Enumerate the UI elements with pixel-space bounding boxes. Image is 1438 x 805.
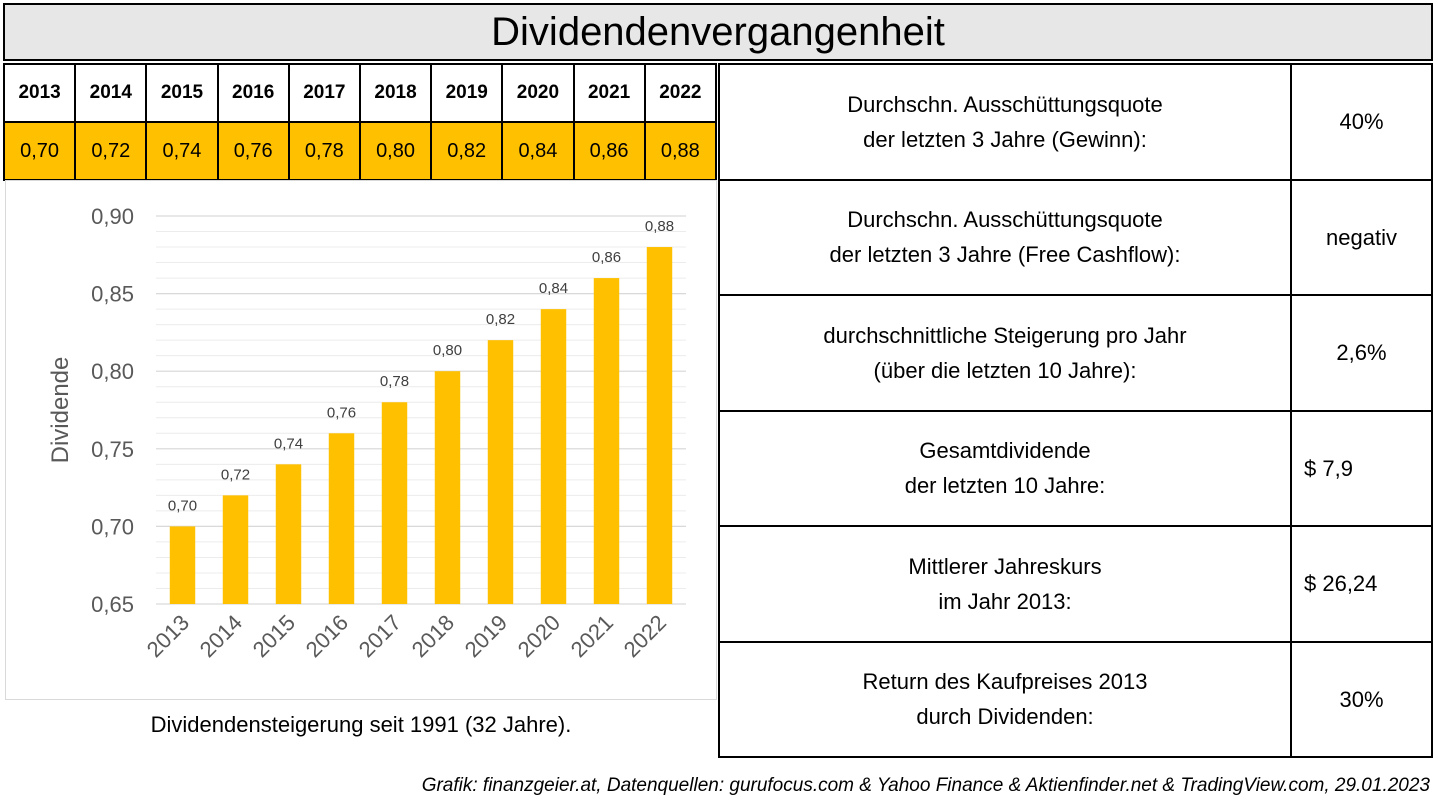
dividend-value-cell: 0,80 xyxy=(358,121,433,181)
dividend-value-cell: 0,88 xyxy=(643,121,718,181)
bar xyxy=(169,526,196,604)
year-cell: 2021 xyxy=(572,63,646,123)
metric-value: $ 26,24 xyxy=(1290,525,1433,643)
metric-label-line: Durchschn. Ausschüttungsquote xyxy=(847,207,1163,233)
metric-value: $ 7,9 xyxy=(1290,409,1433,527)
metric-label-line: durch Dividenden: xyxy=(916,704,1094,730)
metric-label-line: der letzten 3 Jahre (Gewinn): xyxy=(863,126,1147,152)
dividend-value-cell: 0,70 xyxy=(2,121,77,181)
year-cell: 2020 xyxy=(501,63,575,123)
metric-label-line: Gesamtdividende xyxy=(919,438,1091,464)
bar-data-label: 0,74 xyxy=(274,435,303,452)
metric-label-line: der letzten 3 Jahre (Free Cashflow): xyxy=(829,242,1181,268)
x-tick-label: 2013 xyxy=(142,610,194,662)
year-cell: 2022 xyxy=(643,63,718,123)
dividend-bar-chart: 0,65 0,70 0,75 0,80 0,85 0,90 Dividende 0,70 201… xyxy=(47,204,686,662)
dividend-value-cell: 0,72 xyxy=(74,121,148,181)
metric-value: 30% xyxy=(1290,640,1433,758)
metric-value: 40% xyxy=(1290,63,1433,181)
bar-data-label: 0,70 xyxy=(168,497,197,514)
x-tick-label: 2014 xyxy=(195,610,247,662)
bar-data-label: 0,76 xyxy=(327,404,356,421)
dividend-value-cell: 0,82 xyxy=(430,121,504,181)
year-cell: 2016 xyxy=(216,63,290,123)
bar xyxy=(540,309,567,604)
year-cell: 2014 xyxy=(74,63,148,123)
year-cell: 2018 xyxy=(358,63,433,123)
metric-label-line: Durchschn. Ausschüttungsquote xyxy=(847,91,1163,117)
year-cell: 2019 xyxy=(430,63,504,123)
x-tick-label: 2015 xyxy=(248,610,300,662)
metric-label-line: der letzten 10 Jahre: xyxy=(904,473,1106,499)
bar-data-label: 0,88 xyxy=(645,218,674,235)
x-tick-label: 2016 xyxy=(301,610,353,662)
bar xyxy=(434,371,461,604)
metrics-table: Durchschn. Ausschüttungsquote der letzte… xyxy=(718,63,1433,758)
y-tick-label: 0,75 xyxy=(91,437,134,462)
bar-data-label: 0,78 xyxy=(380,373,409,390)
y-tick-label: 0,70 xyxy=(91,514,134,539)
metric-label: Gesamtdividende der letzten 10 Jahre: xyxy=(718,409,1292,527)
metric-label: Return des Kaufpreises 2013 durch Divide… xyxy=(718,640,1292,758)
dividend-value-cell: 0,86 xyxy=(572,121,646,181)
metric-label: durchschnittliche Steigerung pro Jahr (ü… xyxy=(718,294,1292,412)
y-tick-label: 0,65 xyxy=(91,592,134,617)
metric-label-line: im Jahr 2013: xyxy=(938,588,1072,614)
y-tick-label: 0,85 xyxy=(91,282,134,307)
dividend-value-cell: 0,74 xyxy=(145,121,219,181)
metric-row: Gesamtdividende der letzten 10 Jahre: $ … xyxy=(718,409,1433,527)
metric-row: Durchschn. Ausschüttungsquote der letzte… xyxy=(718,63,1433,181)
bar-data-label: 0,72 xyxy=(221,466,250,483)
y-axis-label: Dividende xyxy=(47,357,74,464)
value-row: 0,70 0,72 0,74 0,76 0,78 0,80 0,82 0,84 … xyxy=(2,121,718,181)
metric-label: Durchschn. Ausschüttungsquote der letzte… xyxy=(718,63,1292,181)
metric-row: Return des Kaufpreises 2013 durch Divide… xyxy=(718,640,1433,758)
year-cell: 2017 xyxy=(287,63,361,123)
bar-data-label: 0,80 xyxy=(433,342,462,359)
bar-data-label: 0,82 xyxy=(486,311,515,328)
metric-label-line: Mittlerer Jahreskurs xyxy=(908,553,1102,579)
metric-label-line: (über die letzten 10 Jahre): xyxy=(873,357,1137,383)
x-tick-label: 2021 xyxy=(566,610,618,662)
year-row: 2013 2014 2015 2016 2017 2018 2019 2020 … xyxy=(2,63,718,123)
x-tick-label: 2017 xyxy=(354,610,406,662)
bar xyxy=(487,340,514,604)
metric-label-line: durchschnittliche Steigerung pro Jahr xyxy=(823,322,1187,348)
x-tick-label: 2018 xyxy=(407,610,459,662)
metric-label: Mittlerer Jahreskurs im Jahr 2013: xyxy=(718,525,1292,643)
y-tick-label: 0,90 xyxy=(91,204,134,229)
year-cell: 2015 xyxy=(145,63,219,123)
bar xyxy=(593,278,620,604)
x-tick-label: 2020 xyxy=(513,610,565,662)
dividend-year-table: 2013 2014 2015 2016 2017 2018 2019 2020 … xyxy=(2,63,718,181)
source-footer: Grafik: finanzgeier.at, Datenquellen: gu… xyxy=(421,775,1430,796)
x-tick-label: 2022 xyxy=(619,610,671,662)
dividend-value-cell: 0,76 xyxy=(216,121,290,181)
metric-row: Mittlerer Jahreskurs im Jahr 2013: $ 26,… xyxy=(718,525,1433,643)
metric-label-line: Return des Kaufpreises 2013 xyxy=(862,669,1148,695)
chart-caption: Dividendensteigerung seit 1991 (32 Jahre… xyxy=(150,712,572,737)
metric-row: durchschnittliche Steigerung pro Jahr (ü… xyxy=(718,294,1433,412)
bar xyxy=(275,464,302,604)
y-tick-label: 0,80 xyxy=(91,359,134,384)
year-cell: 2013 xyxy=(2,63,77,123)
dividend-value-cell: 0,78 xyxy=(287,121,361,181)
metric-value: 2,6% xyxy=(1290,294,1433,412)
bar-data-label: 0,86 xyxy=(592,249,621,266)
bar xyxy=(646,247,673,604)
metric-label: Durchschn. Ausschüttungsquote der letzte… xyxy=(718,178,1292,296)
dividend-value-cell: 0,84 xyxy=(501,121,575,181)
metric-row: Durchschn. Ausschüttungsquote der letzte… xyxy=(718,178,1433,296)
bar xyxy=(222,495,249,604)
bar xyxy=(328,433,355,604)
dividend-chart-panel: 0,65 0,70 0,75 0,80 0,85 0,90 Dividende 0,70 201… xyxy=(5,180,717,700)
x-tick-label: 2019 xyxy=(460,610,512,662)
metric-value: negativ xyxy=(1290,178,1433,296)
page-title: Dividendenvergangenheit xyxy=(3,3,1433,61)
bar xyxy=(381,402,408,604)
bar-data-label: 0,84 xyxy=(539,280,568,297)
